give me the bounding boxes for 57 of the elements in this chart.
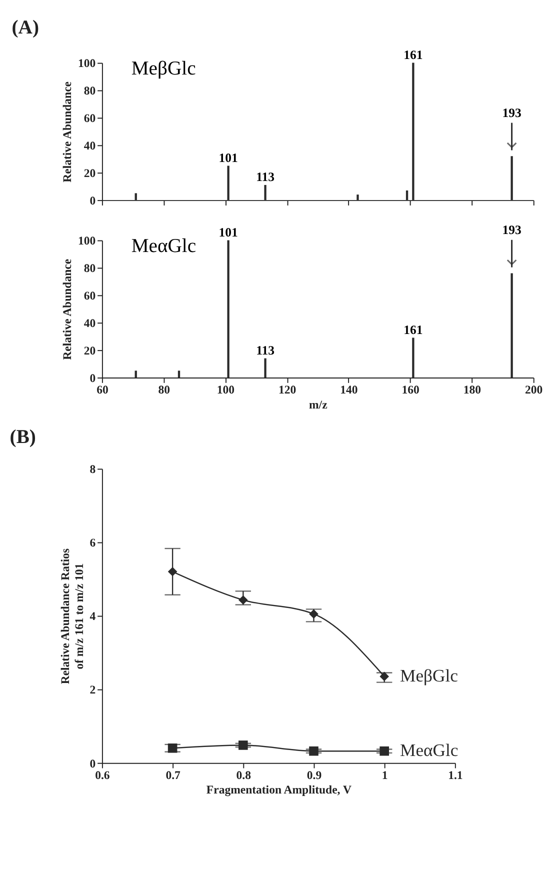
x-tick-label: 1 (382, 769, 388, 782)
point (309, 746, 318, 756)
y-axis-title: Relative Abundance (61, 81, 74, 182)
y-tick-label: 100 (78, 57, 96, 70)
x-tick-label: 120 (278, 384, 296, 397)
y-tick-label: 80 (84, 262, 96, 276)
point (238, 595, 248, 605)
y-axis-title: Relative Abundance (61, 258, 74, 360)
x-tick-label: 0.8 (236, 769, 252, 782)
x-axis-title: m/z (309, 398, 328, 412)
chart-title: (A) (12, 17, 39, 38)
point (380, 746, 389, 756)
annotation: 113 (256, 343, 274, 358)
x-tick-label: 0.7 (166, 769, 181, 782)
annotation: 113 (256, 170, 274, 184)
y-tick-label: 4 (90, 610, 96, 624)
y-tick-label: 40 (84, 140, 96, 153)
x-tick-label: 140 (340, 384, 358, 397)
y-tick-label: 8 (90, 463, 96, 476)
y-tick-label: 80 (84, 84, 96, 98)
point (380, 672, 389, 682)
y-tick-label: 60 (84, 112, 96, 126)
x-tick-label: 0.6 (95, 769, 110, 782)
y-tick-label: 20 (84, 167, 96, 180)
x-tick-label: 180 (463, 384, 482, 397)
x-tick-label: 100 (216, 384, 235, 397)
y-tick-label: 60 (84, 290, 96, 303)
x-tick-label: 0.9 (306, 769, 322, 782)
y-tick-label: 6 (90, 536, 96, 550)
point (309, 609, 318, 619)
annotation: 193 (502, 106, 522, 120)
annotation: 161 (404, 48, 423, 62)
point (168, 743, 178, 753)
y-tick-label: 2 (90, 684, 96, 697)
y-tick-label: 20 (84, 344, 96, 358)
annotation: 193 (502, 222, 522, 237)
point (238, 740, 248, 750)
x-tick-label: 1.1 (448, 769, 463, 782)
chart-title: (B) (10, 427, 36, 448)
series-label: MeαGlc (400, 740, 458, 760)
annotation: 161 (404, 322, 423, 337)
annotation: 101 (218, 150, 238, 165)
series-label: MeβGlc (400, 665, 458, 686)
y-tick-label: 40 (84, 317, 96, 330)
annotation: 101 (218, 225, 238, 240)
annotation: MeαGlc (131, 236, 196, 258)
y-tick-label: 0 (90, 757, 96, 770)
x-tick-label: 160 (402, 384, 420, 397)
x-tick-label: 200 (525, 384, 543, 397)
y-tick-label: 100 (78, 234, 96, 248)
point (168, 567, 178, 576)
x-tick-label: 80 (158, 384, 170, 397)
y-tick-label: 0 (90, 372, 96, 385)
annotation: MeβGlc (131, 58, 196, 80)
y-tick-label: 0 (90, 194, 96, 208)
y-axis-title: Relative Abundance Ratios of m/z 161 to m/z 101 (59, 548, 86, 684)
x-axis-title: Fragmentation Amplitude, V (206, 784, 352, 797)
